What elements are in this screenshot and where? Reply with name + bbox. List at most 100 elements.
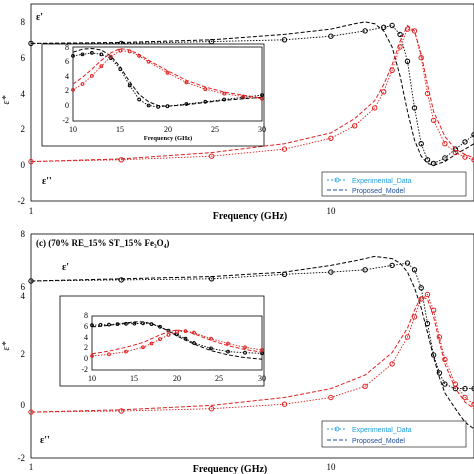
bottom-legend-model-label: Proposed_Model xyxy=(352,438,405,445)
top-y-tick-label: 8 xyxy=(21,17,26,27)
top-inset-eps-prime-data-point xyxy=(203,99,208,104)
top-inset-x-tick-label: 10 xyxy=(69,125,77,134)
top-x-axis-label: Frequency (GHz) xyxy=(213,211,288,222)
top-inset-eps-prime-data-point xyxy=(99,52,104,57)
top-inset-eps-double-prime-data-point xyxy=(184,80,189,85)
top-eps-double-prime-data-point xyxy=(418,55,424,61)
bottom-inset-background xyxy=(59,295,265,387)
bottom-inset-plot-frame xyxy=(91,315,263,371)
top-inset-eps-double-prime-data-point xyxy=(90,74,94,78)
top-inset-eps-prime-data-point xyxy=(71,54,75,58)
top-legend: Experimental_Data Proposed_Model xyxy=(321,171,467,197)
top-eps-double-prime-experimental-line xyxy=(30,28,474,163)
bottom-legend: Experimental_Data Proposed_Model xyxy=(321,420,467,448)
bottom-eps-double-prime-data-point xyxy=(208,406,215,412)
bottom-legend-box xyxy=(321,420,467,448)
bottom-inset-x-tick-label: 30 xyxy=(258,374,266,383)
bottom-inset-y-tick-label: 6 xyxy=(84,322,88,331)
bottom-eps-double-prime-data-point xyxy=(430,307,437,313)
bottom-x-tick-label: 10 xyxy=(327,462,337,472)
bottom-eps-double-prime-data-point xyxy=(462,394,468,401)
bottom-eps-prime-data-point xyxy=(442,381,448,387)
bottom-inset: -2 0 2 4 6 8 10 15 20 25 30 xyxy=(59,295,266,387)
bottom-x-axis-label: Frequency (GHz) xyxy=(193,464,268,474)
bottom-inset-eps-double-prime-model-line xyxy=(91,329,263,355)
bottom-eps-double-prime-experimental-line xyxy=(30,293,474,413)
top-inset-eps-double-prime-experimental-line xyxy=(72,50,263,100)
bottom-eps-double-prime-data-point xyxy=(118,408,125,414)
bottom-eps-prime-experimental-line xyxy=(30,262,474,390)
bottom-eps-double-prime-annotation: ε'' xyxy=(40,435,50,446)
top-eps-prime-data-point xyxy=(397,31,403,38)
top-eps-prime-data-point xyxy=(381,24,387,30)
top-eps-double-prime-data-point xyxy=(118,157,125,163)
top-inset-eps-double-prime-data-point xyxy=(203,87,208,92)
bottom-eps-prime-data-point xyxy=(389,262,395,269)
top-y-tick-label: 2 xyxy=(21,124,26,134)
bottom-inset-eps-double-prime-data-point xyxy=(260,348,264,352)
top-legend-box xyxy=(321,171,467,197)
top-inset-eps-prime-data-point xyxy=(137,97,142,102)
top-eps-double-prime-data-point xyxy=(328,135,334,142)
top-eps-double-prime-data-point xyxy=(352,123,358,129)
bottom-eps-double-prime-data-point xyxy=(452,381,459,387)
bottom-chart-panel: -2 0 2 4 6 8 1 10 Frequency (GHz) ε* (c)… xyxy=(1,229,474,474)
bottom-eps-double-prime-data-point xyxy=(328,394,334,401)
bottom-inset-eps-double-prime-data-point xyxy=(158,337,162,342)
top-eps-prime-data-point xyxy=(281,37,288,43)
bottom-inset-y-tick-label: 0 xyxy=(84,354,88,363)
bottom-eps-prime-data-point xyxy=(430,352,437,358)
top-inset-eps-double-prime-data-point xyxy=(165,71,170,75)
bottom-y-tick-label: 0 xyxy=(21,400,26,410)
bottom-y-tick-label: -2 xyxy=(18,453,26,463)
top-inset-eps-prime-data-point xyxy=(260,93,264,97)
top-inset-eps-prime-data-point xyxy=(222,97,227,102)
bottom-inset-eps-double-prime-data-point xyxy=(192,330,196,335)
top-eps-prime-annotation: ε' xyxy=(36,12,43,23)
top-inset-x-axis-label: Frequency (GHz) xyxy=(144,135,192,142)
top-y-axis-label: ε* xyxy=(1,96,12,105)
top-inset-x-tick-label: 15 xyxy=(116,125,124,134)
top-y-tick-label: -2 xyxy=(18,196,26,206)
bottom-inset-eps-double-prime-data-point xyxy=(124,349,128,354)
top-inset-eps-double-prime-data-point xyxy=(222,91,227,96)
bottom-y-ticks: -2 0 2 4 6 8 xyxy=(18,229,26,463)
top-inset-x-tick-label: 30 xyxy=(258,125,266,134)
top-inset-y-tick-label: -2 xyxy=(62,116,69,125)
top-eps-double-prime-data-point xyxy=(381,89,387,95)
bottom-x-tick-label: 1 xyxy=(29,462,34,472)
top-legend-experimental-marker xyxy=(334,177,340,183)
bottom-eps-prime-data-point xyxy=(418,285,424,291)
top-eps-prime-data-point xyxy=(389,22,395,29)
top-eps-prime-data-point xyxy=(411,105,418,111)
top-eps-prime-data-point xyxy=(404,58,411,64)
top-x-tick-label: 10 xyxy=(327,206,337,216)
bottom-eps-double-prime-data-point xyxy=(424,291,431,298)
bottom-inset-eps-double-prime-data-point xyxy=(90,354,94,358)
bottom-eps-double-prime-data-point xyxy=(281,401,288,407)
bottom-legend-experimental-marker xyxy=(334,426,340,432)
bottom-inset-y-tick-label: 4 xyxy=(84,333,88,342)
top-eps-prime-data-point xyxy=(362,28,368,34)
top-inset-eps-prime-data-point xyxy=(80,52,85,57)
bottom-inset-eps-double-prime-data-point xyxy=(209,336,213,341)
top-inset: -2 0 2 4 6 8 10 15 20 25 30 Frequency (G… xyxy=(41,43,266,147)
top-series-layer xyxy=(28,21,474,167)
bottom-eps-double-prime-data-point xyxy=(442,356,448,363)
bottom-inset-eps-prime-data-point xyxy=(124,321,128,326)
top-inset-x-tick-label: 25 xyxy=(211,125,219,134)
top-inset-series-layer xyxy=(71,47,264,109)
bottom-y-tick-label: 2 xyxy=(21,349,26,359)
bottom-inset-eps-double-prime-data-point xyxy=(141,345,145,350)
top-inset-y-tick-label: 0 xyxy=(65,101,69,110)
top-inset-eps-double-prime-data-point xyxy=(71,88,75,92)
top-eps-double-prime-data-point xyxy=(281,146,288,152)
bottom-inset-y-tick-label: -2 xyxy=(81,365,88,374)
top-inset-eps-prime-data-point xyxy=(146,103,151,108)
bottom-eps-prime-data-point xyxy=(436,370,443,376)
bottom-eps-prime-data-point xyxy=(328,269,334,275)
bottom-series-layer xyxy=(28,255,474,430)
top-chart-panel: -2 0 2 4 6 8 1 10 Frequency (GHz) ε* ε' … xyxy=(1,3,474,222)
bottom-plot-frame xyxy=(30,233,474,459)
